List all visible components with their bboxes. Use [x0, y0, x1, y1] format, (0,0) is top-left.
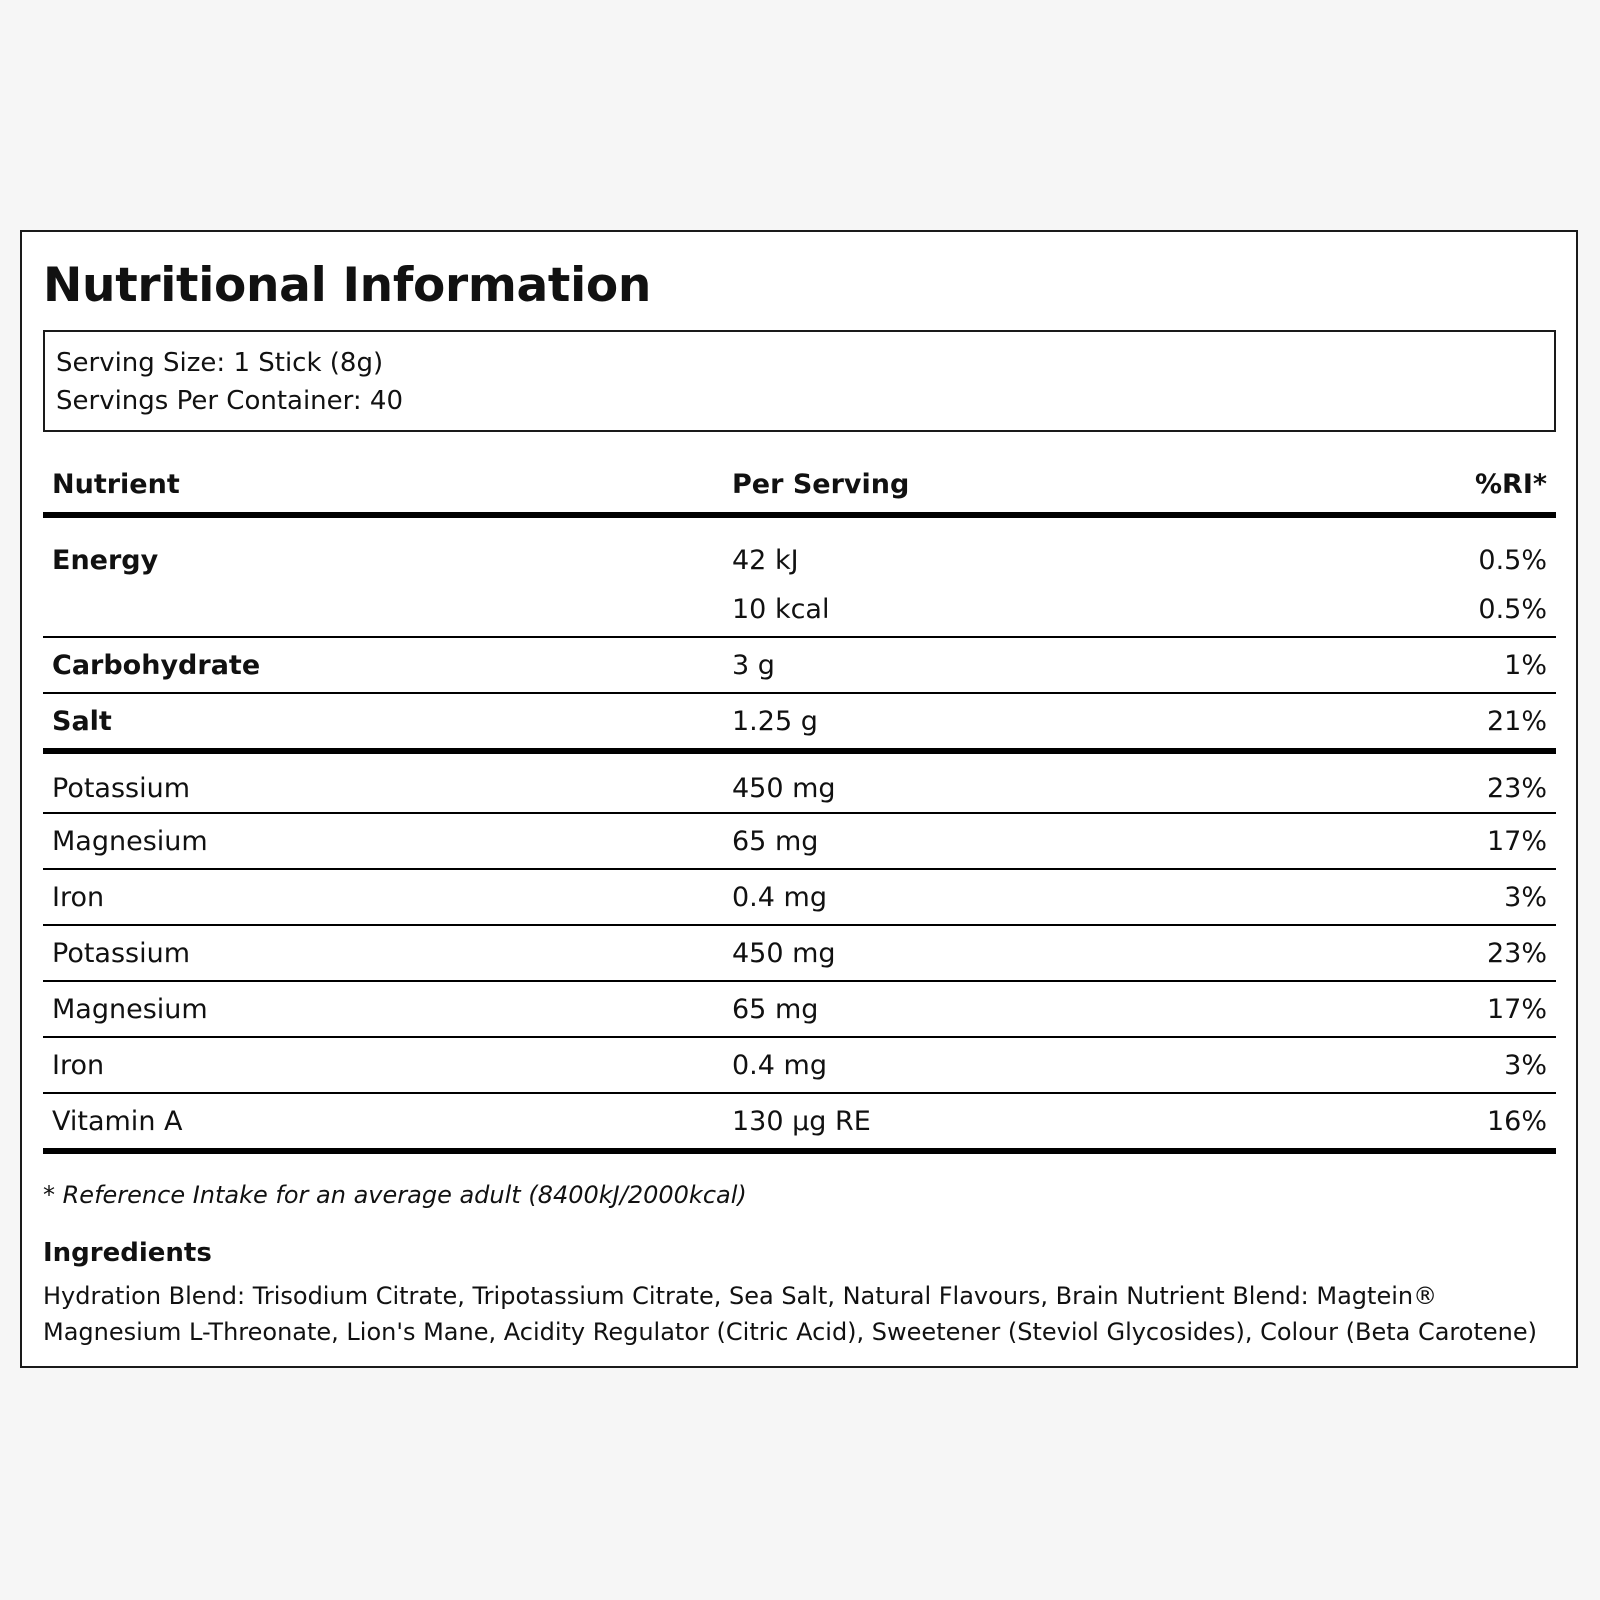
ri-value: 0.5% [1478, 544, 1547, 576]
per-serving-value: 130 µg RE [723, 1093, 1294, 1154]
ingredients-heading: Ingredients [43, 1238, 212, 1268]
nutrient-name: Iron [43, 869, 723, 926]
serving-info-box: Serving Size: 1 Stick (8g) Servings Per … [43, 330, 1556, 432]
nutrient-name: Potassium [43, 751, 723, 814]
ri-value: 1% [1293, 637, 1556, 694]
nutrient-name: Energy [52, 544, 159, 576]
nutrient-name: Vitamin A [43, 1093, 723, 1154]
table-row: Magnesium 65 mg 17% [43, 981, 1556, 1038]
per-serving-value: 0.4 mg [723, 1037, 1294, 1094]
nutrition-label: Nutritional Information Serving Size: 1 … [20, 230, 1578, 1368]
nutrient-name: Magnesium [43, 981, 723, 1038]
serving-size: Serving Size: 1 Stick (8g) [56, 348, 384, 378]
per-serving-value: 450 mg [723, 751, 1294, 814]
per-serving-value: 65 mg [723, 981, 1294, 1038]
servings-per-container: Servings Per Container: 40 [56, 386, 404, 416]
header-per-serving: Per Serving [723, 452, 1294, 518]
table-row: Vitamin A 130 µg RE 16% [43, 1093, 1556, 1154]
ri-value: 23% [1293, 925, 1556, 982]
table-row-carbohydrate: Carbohydrate 3 g 1% [43, 637, 1556, 694]
table-row: Iron 0.4 mg 3% [43, 1037, 1556, 1094]
page-title: Nutritional Information [43, 258, 652, 313]
ri-value: 16% [1293, 1093, 1556, 1154]
nutrient-name: Salt [43, 693, 723, 754]
ri-value: 23% [1293, 751, 1556, 814]
reference-intake-footnote: * Reference Intake for an average adult … [43, 1181, 747, 1209]
ri-value: 3% [1293, 869, 1556, 926]
table-row-energy-kcal: 10 kcal 0.5% [43, 582, 1556, 638]
header-nutrient: Nutrient [43, 452, 723, 518]
nutrient-name-empty [43, 582, 723, 638]
per-serving-value: 450 mg [723, 925, 1294, 982]
header-ri: %RI* [1293, 452, 1556, 518]
nutrient-name: Potassium [43, 925, 723, 982]
ri-value: 0.5% [1293, 582, 1556, 638]
nutrient-name: Carbohydrate [43, 637, 723, 694]
table-header-row: Nutrient Per Serving %RI* [43, 452, 1556, 518]
table-row: Magnesium 65 mg 17% [43, 813, 1556, 870]
per-serving-value: 0.4 mg [723, 869, 1294, 926]
ri-value: 17% [1293, 813, 1556, 870]
table-row: Potassium 450 mg 23% [43, 751, 1556, 814]
table-row-salt: Salt 1.25 g 21% [43, 693, 1556, 754]
table-row: Potassium 450 mg 23% [43, 925, 1556, 982]
per-serving-value: 42 kJ [732, 544, 799, 576]
nutrient-name: Iron [43, 1037, 723, 1094]
nutrient-name: Magnesium [43, 813, 723, 870]
ri-value: 21% [1293, 693, 1556, 754]
ingredients-text: Hydration Blend: Trisodium Citrate, Trip… [43, 1282, 1537, 1346]
per-serving-value: 1.25 g [723, 693, 1294, 754]
table-row: Iron 0.4 mg 3% [43, 869, 1556, 926]
ri-value: 17% [1293, 981, 1556, 1038]
nutrition-table: Nutrient Per Serving %RI* Energy 42 kJ 0… [43, 452, 1556, 1154]
ri-value: 3% [1293, 1037, 1556, 1094]
table-row-energy-kj: Energy 42 kJ 0.5% [43, 515, 1556, 582]
per-serving-value: 65 mg [723, 813, 1294, 870]
per-serving-value: 10 kcal [723, 582, 1294, 638]
per-serving-value: 3 g [723, 637, 1294, 694]
